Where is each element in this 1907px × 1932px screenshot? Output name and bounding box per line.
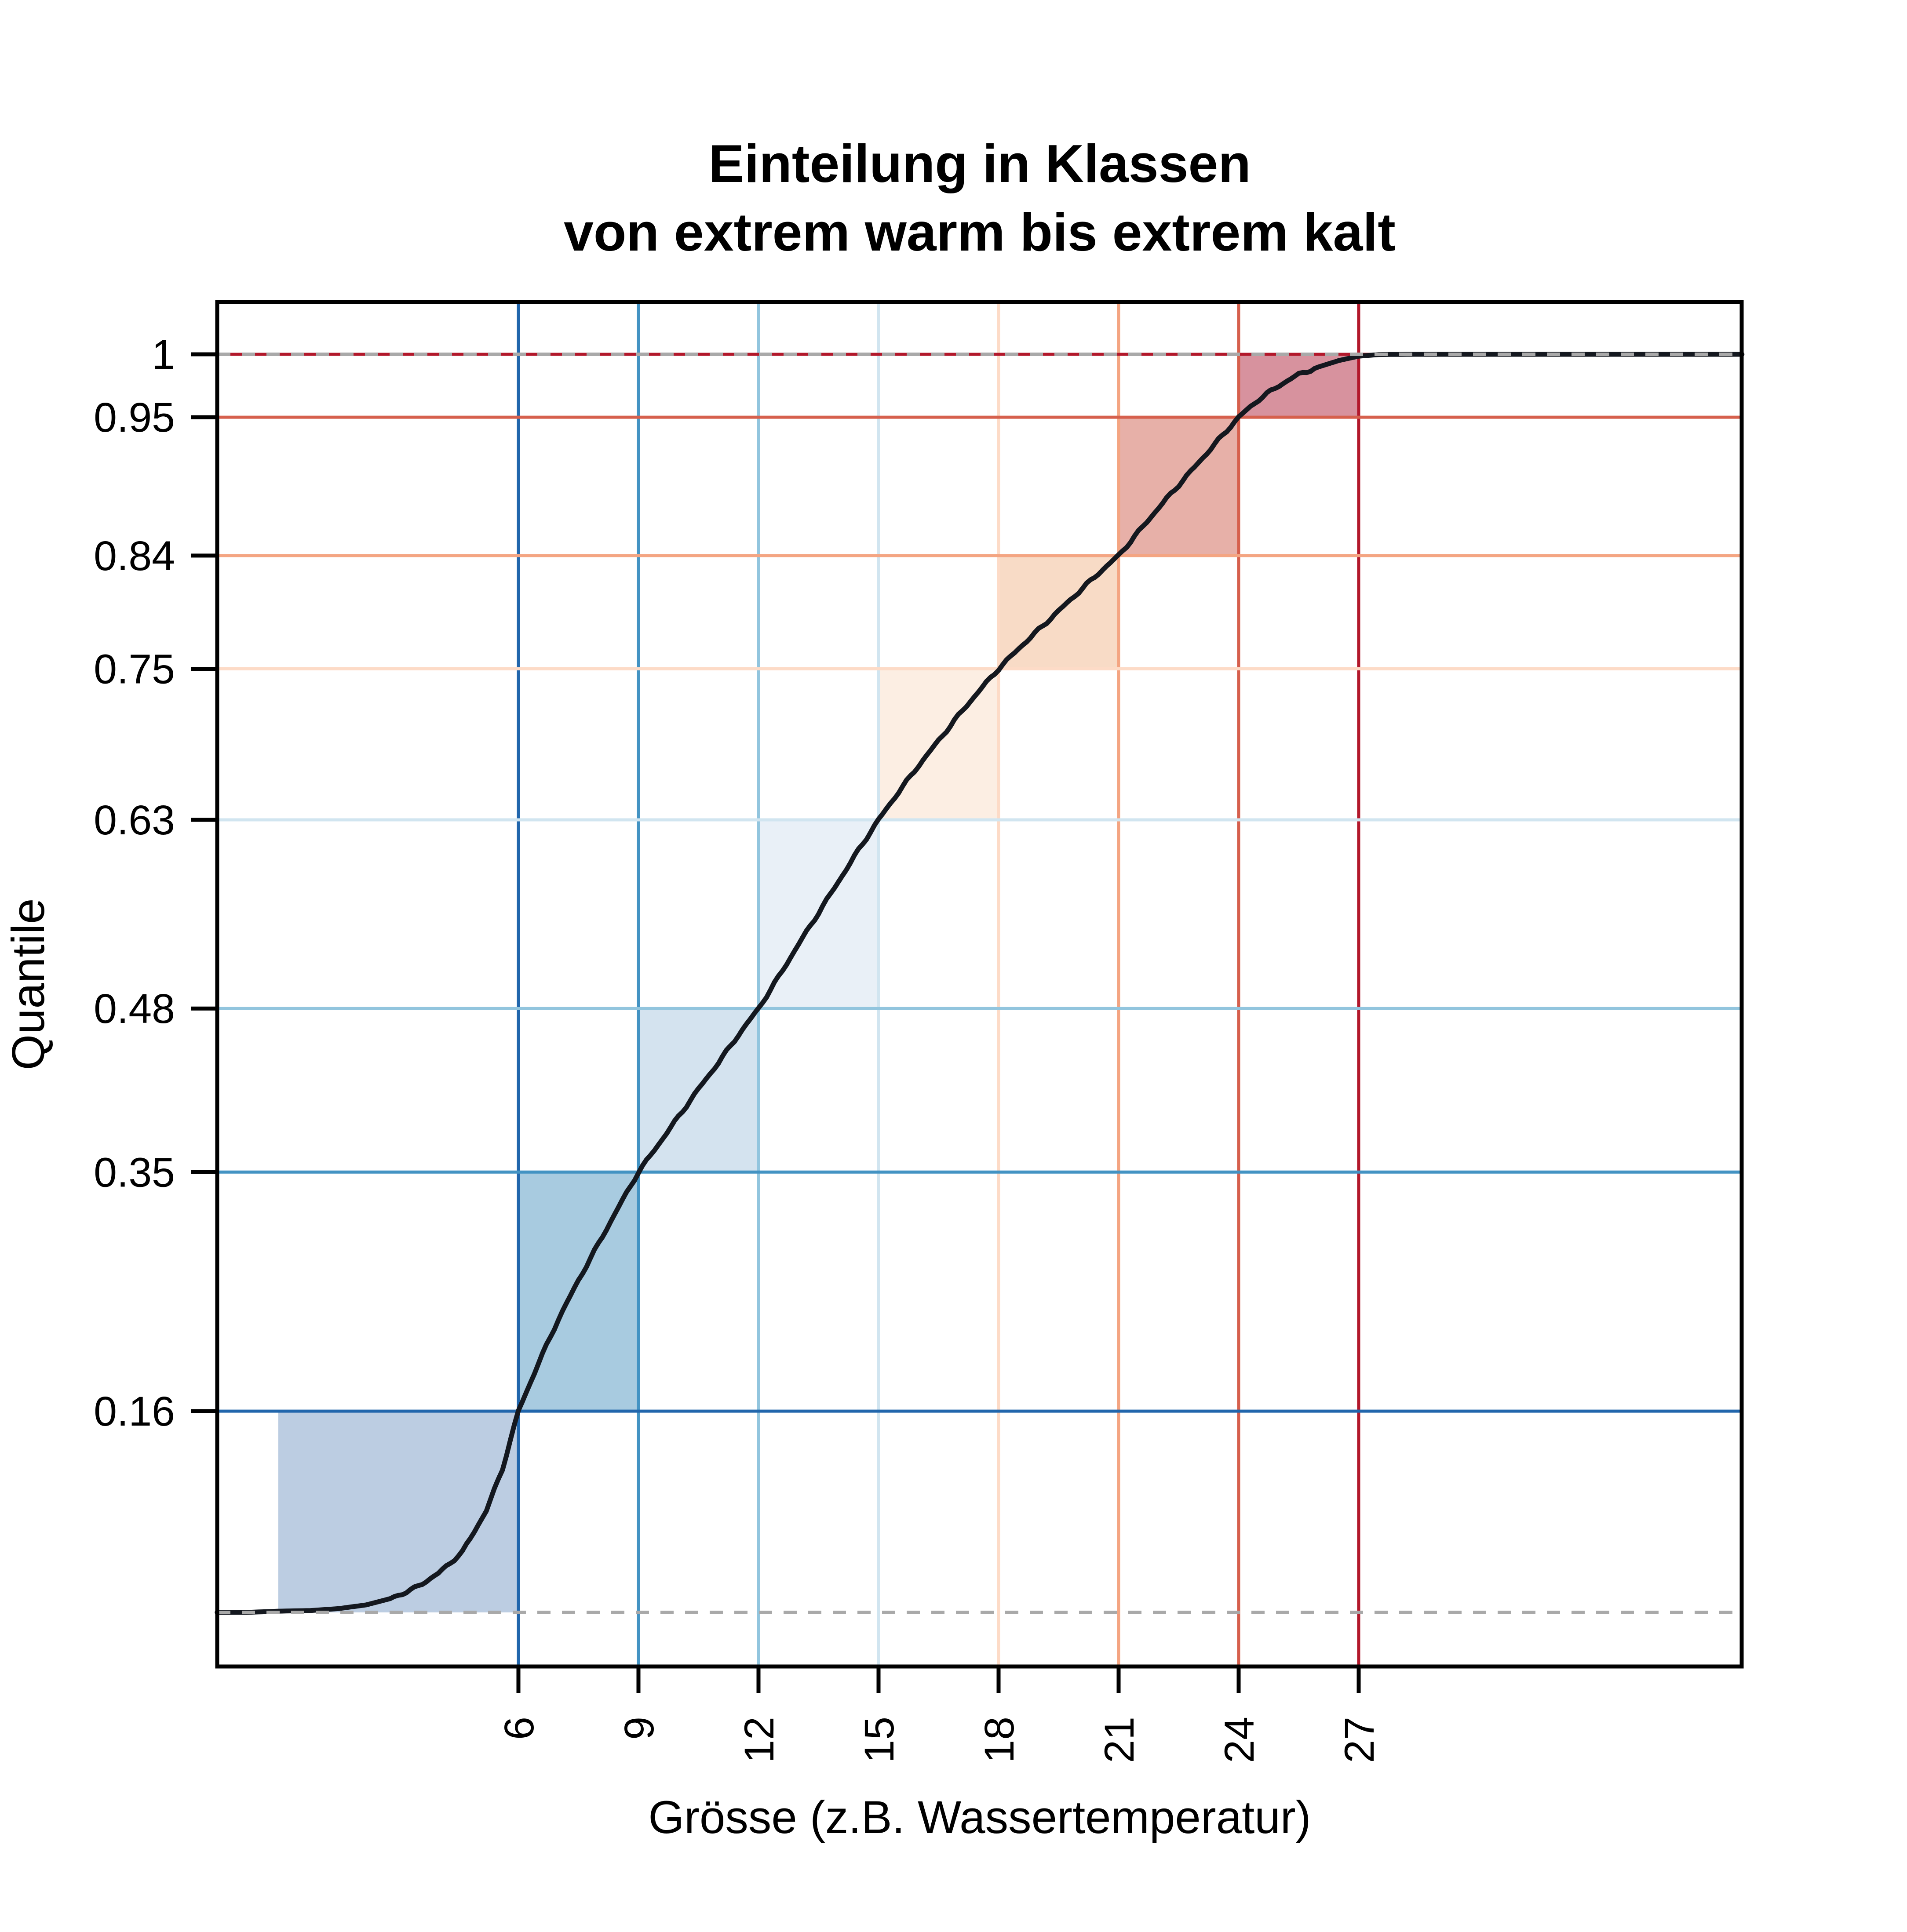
chart-title-line1: Einteilung in Klassen — [708, 134, 1251, 193]
x-tick-label-24: 24 — [1216, 1717, 1263, 1763]
y-tick-label-0.16: 0.16 — [94, 1388, 175, 1435]
y-tick-label-0.75: 0.75 — [94, 646, 175, 693]
x-axis-title: Grösse (z.B. Wassertemperatur) — [648, 1792, 1311, 1843]
plot-frame-layer — [215, 300, 1744, 1669]
class-rect-1 — [278, 1411, 518, 1612]
x-tick-label-15: 15 — [856, 1717, 903, 1763]
y-tick-label-0.63: 0.63 — [94, 797, 175, 844]
plot-frame — [215, 300, 1744, 1669]
ecdf-curve-layer — [215, 352, 1745, 1615]
axis-tick-labels-layer: 1 0.95 0.84 0.75 0.63 0.48 0.35 0.16 6 9 12 15 18 21 2… — [94, 331, 1383, 1763]
y-tick-label-0.35: 0.35 — [94, 1149, 175, 1196]
class-rectangles-layer — [278, 354, 1359, 1612]
y-axis-title: Quantile — [3, 898, 54, 1070]
x-tick-label-27: 27 — [1336, 1717, 1383, 1763]
y-tick-label-1: 1 — [152, 331, 175, 378]
class-rect-8 — [1239, 354, 1359, 418]
asymptotes-layer — [217, 353, 1742, 1614]
axis-ticks-layer — [191, 352, 1361, 1693]
y-tick-label-0.95: 0.95 — [94, 394, 175, 441]
ecdf-curve — [215, 352, 1745, 1615]
y-tick-label-0.48: 0.48 — [94, 986, 175, 1032]
x-tick-label-21: 21 — [1096, 1717, 1143, 1763]
x-tick-label-9: 9 — [616, 1717, 663, 1740]
chart-title-line2: von extrem warm bis extrem kalt — [564, 202, 1396, 262]
x-tick-label-18: 18 — [976, 1717, 1023, 1763]
x-tick-label-12: 12 — [736, 1717, 783, 1763]
x-tick-label-6: 6 — [496, 1717, 543, 1740]
y-tick-label-0.84: 0.84 — [94, 533, 175, 579]
